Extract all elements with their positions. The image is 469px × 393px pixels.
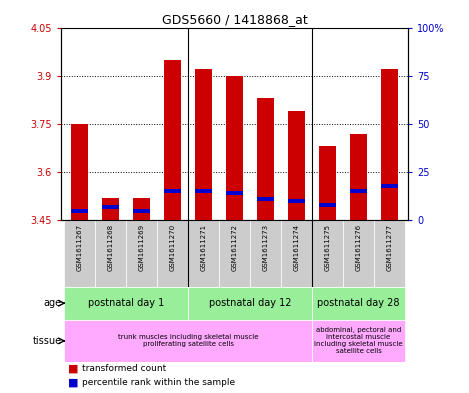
Text: GSM1611274: GSM1611274 (294, 224, 300, 271)
Bar (257, 197, 274, 201)
Bar (71, 124, 88, 220)
Bar (350, 134, 367, 220)
Text: tissue: tissue (32, 336, 61, 346)
Bar (343, 220, 374, 286)
Bar (64, 220, 95, 286)
Bar (157, 220, 188, 286)
Bar (374, 220, 405, 286)
Text: ■: ■ (68, 377, 78, 387)
Text: ■: ■ (68, 364, 78, 374)
Bar (188, 220, 219, 286)
Bar (195, 189, 212, 193)
Bar (257, 98, 274, 220)
Bar (319, 147, 336, 220)
Bar (71, 209, 88, 213)
Bar (102, 205, 119, 209)
Text: GSM1611272: GSM1611272 (232, 224, 237, 271)
Bar (188, 286, 312, 320)
Bar (350, 189, 367, 193)
Text: postnatal day 28: postnatal day 28 (317, 298, 400, 308)
Text: age: age (44, 298, 61, 308)
Text: trunk muscles including skeletal muscle
proliferating satellite cells: trunk muscles including skeletal muscle … (118, 334, 258, 347)
Text: GSM1611273: GSM1611273 (263, 224, 268, 271)
Text: GSM1611269: GSM1611269 (138, 224, 144, 271)
Bar (164, 189, 181, 193)
Text: GSM1611275: GSM1611275 (325, 224, 331, 271)
Text: transformed count: transformed count (82, 364, 166, 373)
Text: GSM1611271: GSM1611271 (201, 224, 206, 271)
Bar (64, 320, 312, 362)
Bar (312, 286, 405, 320)
Bar (312, 220, 343, 286)
Bar (95, 220, 126, 286)
Bar (195, 69, 212, 220)
Bar (133, 209, 150, 213)
Text: postnatal day 12: postnatal day 12 (209, 298, 291, 308)
Text: abdominal, pectoral and
intercostal muscle
including skeletal muscle
satellite c: abdominal, pectoral and intercostal musc… (314, 327, 403, 354)
Bar (133, 198, 150, 220)
Bar (288, 111, 305, 220)
Bar (102, 198, 119, 220)
Bar (312, 320, 405, 362)
Text: GSM1611267: GSM1611267 (76, 224, 83, 271)
Text: percentile rank within the sample: percentile rank within the sample (82, 378, 235, 387)
Bar (164, 60, 181, 220)
Bar (126, 220, 157, 286)
Bar (226, 191, 243, 195)
Bar (381, 184, 398, 187)
Text: GSM1611268: GSM1611268 (107, 224, 113, 271)
Bar (64, 286, 188, 320)
Text: GSM1611277: GSM1611277 (386, 224, 393, 271)
Bar (319, 203, 336, 207)
Bar (381, 69, 398, 220)
Text: postnatal day 1: postnatal day 1 (88, 298, 164, 308)
Bar (219, 220, 250, 286)
Bar (281, 220, 312, 286)
Bar (288, 199, 305, 203)
Bar (226, 76, 243, 220)
Text: GSM1611270: GSM1611270 (169, 224, 175, 271)
Title: GDS5660 / 1418868_at: GDS5660 / 1418868_at (162, 13, 307, 26)
Bar (250, 220, 281, 286)
Text: GSM1611276: GSM1611276 (356, 224, 362, 271)
